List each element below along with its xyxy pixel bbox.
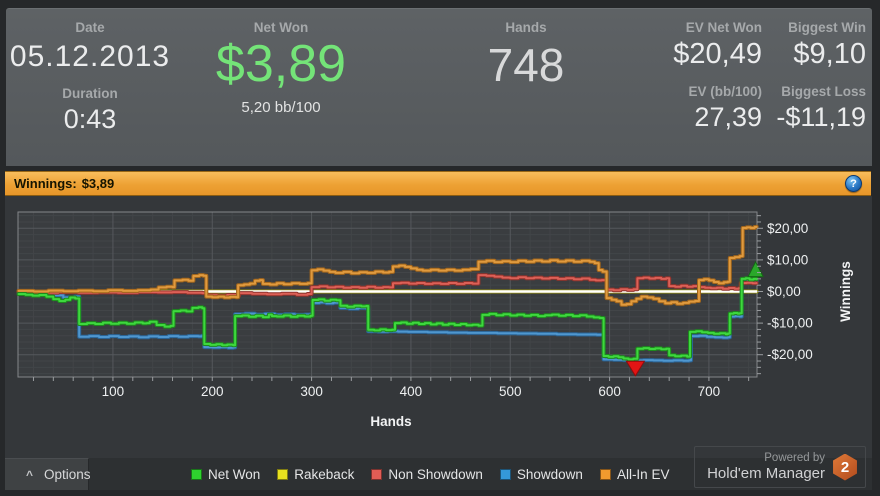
svg-text:$10,00: $10,00 <box>767 252 808 267</box>
options-button[interactable]: ^ Options <box>5 458 91 490</box>
svg-text:500: 500 <box>499 384 522 399</box>
net-won-value: $3,89 <box>215 35 347 93</box>
hands-label: Hands <box>505 20 547 35</box>
help-icon[interactable]: ? <box>845 175 862 192</box>
hands-value: 748 <box>487 39 565 91</box>
powered-by-text: Powered by Hold'em Manager <box>707 452 825 482</box>
session-stats-panel: Date 05.12.2013 Duration 0:43 Net Won $3… <box>6 8 872 166</box>
winnings-chart: 100 200 300 400 500 600 700 $20,00 $10,00 $0,00 -$… <box>5 196 872 446</box>
winnings-chart-canvas[interactable]: 100 200 300 400 500 600 700 $20,00 $10,00 $0,00 -$… <box>5 196 872 446</box>
svg-text:200: 200 <box>201 384 224 399</box>
svg-text:-$10,00: -$10,00 <box>767 316 813 331</box>
legend-swatch-icon <box>277 468 289 480</box>
legend-swatch-icon <box>499 468 511 480</box>
biggest-column: Biggest Win $9,10 Biggest Loss -$11,19 <box>764 9 866 133</box>
legend-label: Non Showdown <box>388 466 483 482</box>
net-won-label: Net Won <box>253 20 309 35</box>
winnings-bar-value: $3,89 <box>81 176 115 191</box>
legend-swatch-icon <box>599 468 611 480</box>
ev-bb100-value: 27,39 <box>694 102 762 132</box>
svg-text:Hands: Hands <box>370 414 411 429</box>
duration-value: 0:43 <box>63 104 117 134</box>
biggest-win-value: $9,10 <box>793 38 866 70</box>
svg-text:600: 600 <box>598 384 621 399</box>
legend-item-rakeback[interactable]: Rakeback <box>277 467 354 482</box>
svg-text:$20,00: $20,00 <box>767 221 808 236</box>
ev-net-won-label: EV Net Won <box>685 20 762 35</box>
legend-label: Showdown <box>516 466 583 482</box>
svg-text:Winnings: Winnings <box>838 261 853 322</box>
brand-name: Hold'em Manager <box>707 464 825 482</box>
legend-item-net-won[interactable]: Net Won <box>191 467 260 482</box>
legend-swatch-icon <box>191 468 202 480</box>
legend-strip <box>5 458 872 490</box>
svg-text:400: 400 <box>400 384 423 399</box>
date-label: Date <box>75 20 105 35</box>
legend-item-showdown[interactable]: Showdown <box>499 466 583 482</box>
hm2-badge-icon: 2 <box>833 453 857 481</box>
ev-net-won-value: $20,49 <box>673 38 762 70</box>
legend-label: All-In EV <box>616 466 670 482</box>
svg-text:300: 300 <box>300 384 323 399</box>
chevron-up-icon: ^ <box>26 467 34 482</box>
powered-by-block: Powered by Hold'em Manager 2 <box>694 446 866 488</box>
winnings-bar-label: Winnings: <box>14 176 77 191</box>
ev-column: EV Net Won $20,49 EV (bb/100) 27,39 <box>614 9 762 133</box>
svg-text:700: 700 <box>698 384 721 399</box>
svg-text:-$20,00: -$20,00 <box>767 347 813 362</box>
biggest-loss-label: Biggest Loss <box>781 84 866 99</box>
duration-label: Duration <box>62 86 118 101</box>
date-value: 05.12.2013 <box>9 40 171 73</box>
net-won-column: Net Won $3,89 5,20 bb/100 <box>174 9 388 116</box>
svg-text:100: 100 <box>102 384 125 399</box>
svg-text:$0,00: $0,00 <box>767 284 801 299</box>
powered-by-line: Powered by <box>764 451 825 464</box>
legend-label: Rakeback <box>294 466 355 482</box>
biggest-win-label: Biggest Win <box>788 20 866 35</box>
date-duration-column: Date 05.12.2013 Duration 0:43 <box>6 9 174 135</box>
footer-bar: ^ Options Net Won Rakeback Non Showdown Sho… <box>5 446 872 490</box>
ev-bb100-label: EV (bb/100) <box>688 84 762 99</box>
winnings-title-bar: Winnings: $3,89 ? <box>5 171 871 196</box>
chart-legend: Net Won Rakeback Non Showdown Showdown All-I… <box>191 458 669 490</box>
legend-swatch-icon <box>371 468 383 480</box>
hands-column: Hands 748 <box>426 9 626 89</box>
net-won-bb100-value: 5,20 bb/100 <box>241 98 321 116</box>
legend-item-non-showdown[interactable]: Non Showdown <box>371 467 483 482</box>
legend-item-all-in-ev[interactable]: All-In EV <box>599 466 670 482</box>
legend-label: Net Won <box>208 466 261 482</box>
options-button-label: Options <box>44 467 91 482</box>
biggest-loss-value: -$11,19 <box>776 102 866 132</box>
